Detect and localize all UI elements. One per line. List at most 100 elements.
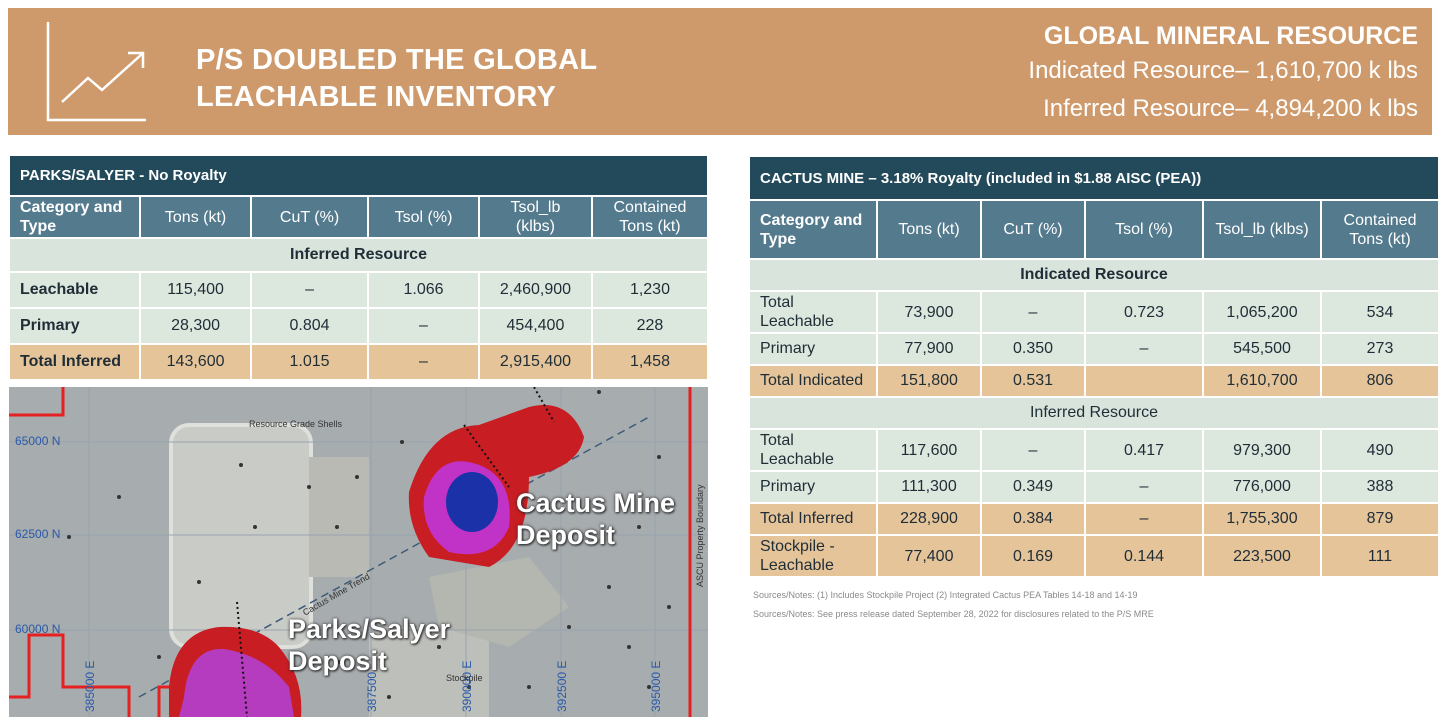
cell: 1,230: [592, 273, 707, 307]
cell: –: [1086, 504, 1202, 534]
cell: 77,900: [878, 334, 980, 364]
table-row: Total Leachable 73,900 – 0.723 1,065,200…: [750, 292, 1438, 332]
cell: 0.384: [982, 504, 1084, 534]
cell: Stockpile - Leachable: [750, 536, 876, 576]
cell: –: [1086, 472, 1202, 502]
cell: –: [369, 345, 478, 379]
stockpile-label: Stockpile: [446, 673, 483, 683]
deposit-map: 65000 N 62500 N 60000 N 385000 E 387500 …: [9, 387, 708, 717]
column-header: Tsol_lb (klbs): [1204, 201, 1320, 258]
cell: 454,400: [479, 309, 591, 343]
section-header: Indicated Resource: [750, 260, 1438, 290]
map-coordinate-label: 395000 E: [649, 660, 663, 712]
column-header: Contained Tons (kt): [1322, 201, 1438, 258]
cactus-mine-table: CACTUS MINE – 3.18% Royalty (included in…: [748, 155, 1440, 578]
cell: 228: [592, 309, 707, 343]
cell: 388: [1322, 472, 1438, 502]
cell: –: [1086, 334, 1202, 364]
map-graphic: [9, 387, 708, 717]
title-line-1: P/S DOUBLED THE GLOBAL: [196, 44, 598, 76]
source-notes: Sources/Notes: (1) Includes Stockpile Pr…: [753, 586, 1154, 624]
cell: 111,300: [878, 472, 980, 502]
cell: Total Leachable: [750, 292, 876, 332]
table-title: CACTUS MINE – 3.18% Royalty (included in…: [750, 157, 1438, 199]
parks-salyer-deposit-label: Parks/Salyer Deposit: [288, 613, 450, 677]
title-line-2: LEACHABLE INVENTORY: [196, 81, 557, 113]
column-header: Category and Type: [10, 197, 140, 237]
cell: –: [982, 292, 1084, 332]
parks-label-line: Deposit: [288, 646, 388, 676]
cell: Total Inferred: [10, 345, 140, 379]
cell: 806: [1322, 366, 1438, 396]
cell: 151,800: [878, 366, 980, 396]
map-coordinate-label: 60000 N: [15, 622, 61, 636]
cell: 0.350: [982, 334, 1084, 364]
cell: 273: [1322, 334, 1438, 364]
cell: 115,400: [141, 273, 251, 307]
cell: 117,600: [878, 430, 980, 470]
cell: 73,900: [878, 292, 980, 332]
cell: Primary: [750, 334, 876, 364]
map-coordinate-label: 65000 N: [15, 434, 61, 448]
cell: 0.349: [982, 472, 1084, 502]
boundary-label: ASCU Property Boundary: [695, 484, 705, 587]
table-row: Total Leachable 117,600 – 0.417 979,300 …: [750, 430, 1438, 470]
chart-growth-icon: [46, 22, 146, 122]
cell: 111: [1322, 536, 1438, 576]
note-line: Sources/Notes: See press release dated S…: [753, 609, 1154, 619]
map-coordinate-label: 62500 N: [15, 527, 61, 541]
inferred-resource-total: Inferred Resource– 4,894,200 k lbs: [1043, 95, 1418, 122]
indicated-resource-total: Indicated Resource– 1,610,700 k lbs: [1028, 57, 1418, 84]
cell: 490: [1322, 430, 1438, 470]
cell: 1,458: [592, 345, 707, 379]
column-header: CuT (%): [982, 201, 1084, 258]
cell: 1,610,700: [1204, 366, 1320, 396]
header-banner: P/S DOUBLED THE GLOBAL LEACHABLE INVENTO…: [8, 8, 1432, 135]
cell: 776,000: [1204, 472, 1320, 502]
cell: 879: [1322, 504, 1438, 534]
map-coordinate-label: 392500 E: [555, 660, 569, 712]
map-coordinate-label: 385000 E: [83, 660, 97, 712]
column-header: Contained Tons (kt): [592, 197, 707, 237]
column-header: Tons (kt): [878, 201, 980, 258]
page-title: P/S DOUBLED THE GLOBAL LEACHABLE INVENTO…: [196, 42, 716, 116]
gmr-title: GLOBAL MINERAL RESOURCE: [1043, 22, 1418, 50]
cell: 545,500: [1204, 334, 1320, 364]
cell: 28,300: [141, 309, 251, 343]
cell: 1.015: [252, 345, 368, 379]
cell: Primary: [750, 472, 876, 502]
table-row: Primary 111,300 0.349 – 776,000 388: [750, 472, 1438, 502]
cell: 0.169: [982, 536, 1084, 576]
cell: 1,065,200: [1204, 292, 1320, 332]
cell: Primary: [10, 309, 140, 343]
cell: –: [369, 309, 478, 343]
section-header: Inferred Resource: [750, 398, 1438, 428]
cactus-label-line: Deposit: [516, 520, 616, 550]
cell: Leachable: [10, 273, 140, 307]
cell: 0.144: [1086, 536, 1202, 576]
column-header: CuT (%): [252, 197, 368, 237]
cell: 223,500: [1204, 536, 1320, 576]
column-header: Tsol (%): [1086, 201, 1202, 258]
column-header: Tsol (%): [369, 197, 478, 237]
global-mineral-resource: GLOBAL MINERAL RESOURCE Indicated Resour…: [1028, 20, 1418, 128]
section-header: Inferred Resource: [10, 239, 707, 271]
cell: 0.804: [252, 309, 368, 343]
total-row: Total Inferred 143,600 1.015 – 2,915,400…: [10, 345, 707, 379]
cell: –: [982, 430, 1084, 470]
total-row: Total Indicated 151,800 0.531 1,610,700 …: [750, 366, 1438, 396]
cell: 1,755,300: [1204, 504, 1320, 534]
table-title: PARKS/SALYER - No Royalty: [10, 156, 707, 195]
cell: 228,900: [878, 504, 980, 534]
table-row: Primary 77,900 0.350 – 545,500 273: [750, 334, 1438, 364]
note-line: Sources/Notes: (1) Includes Stockpile Pr…: [753, 590, 1138, 600]
cell: 143,600: [141, 345, 251, 379]
map-coordinate-label: 387500: [365, 671, 379, 712]
cell: 2,915,400: [479, 345, 591, 379]
cactus-label-line: Cactus Mine: [516, 488, 676, 518]
stockpile-row: Stockpile - Leachable 77,400 0.169 0.144…: [750, 536, 1438, 576]
cell: 1.066: [369, 273, 478, 307]
table-row: Leachable 115,400 – 1.066 2,460,900 1,23…: [10, 273, 707, 307]
column-header: Category and Type: [750, 201, 876, 258]
cell: Total Leachable: [750, 430, 876, 470]
